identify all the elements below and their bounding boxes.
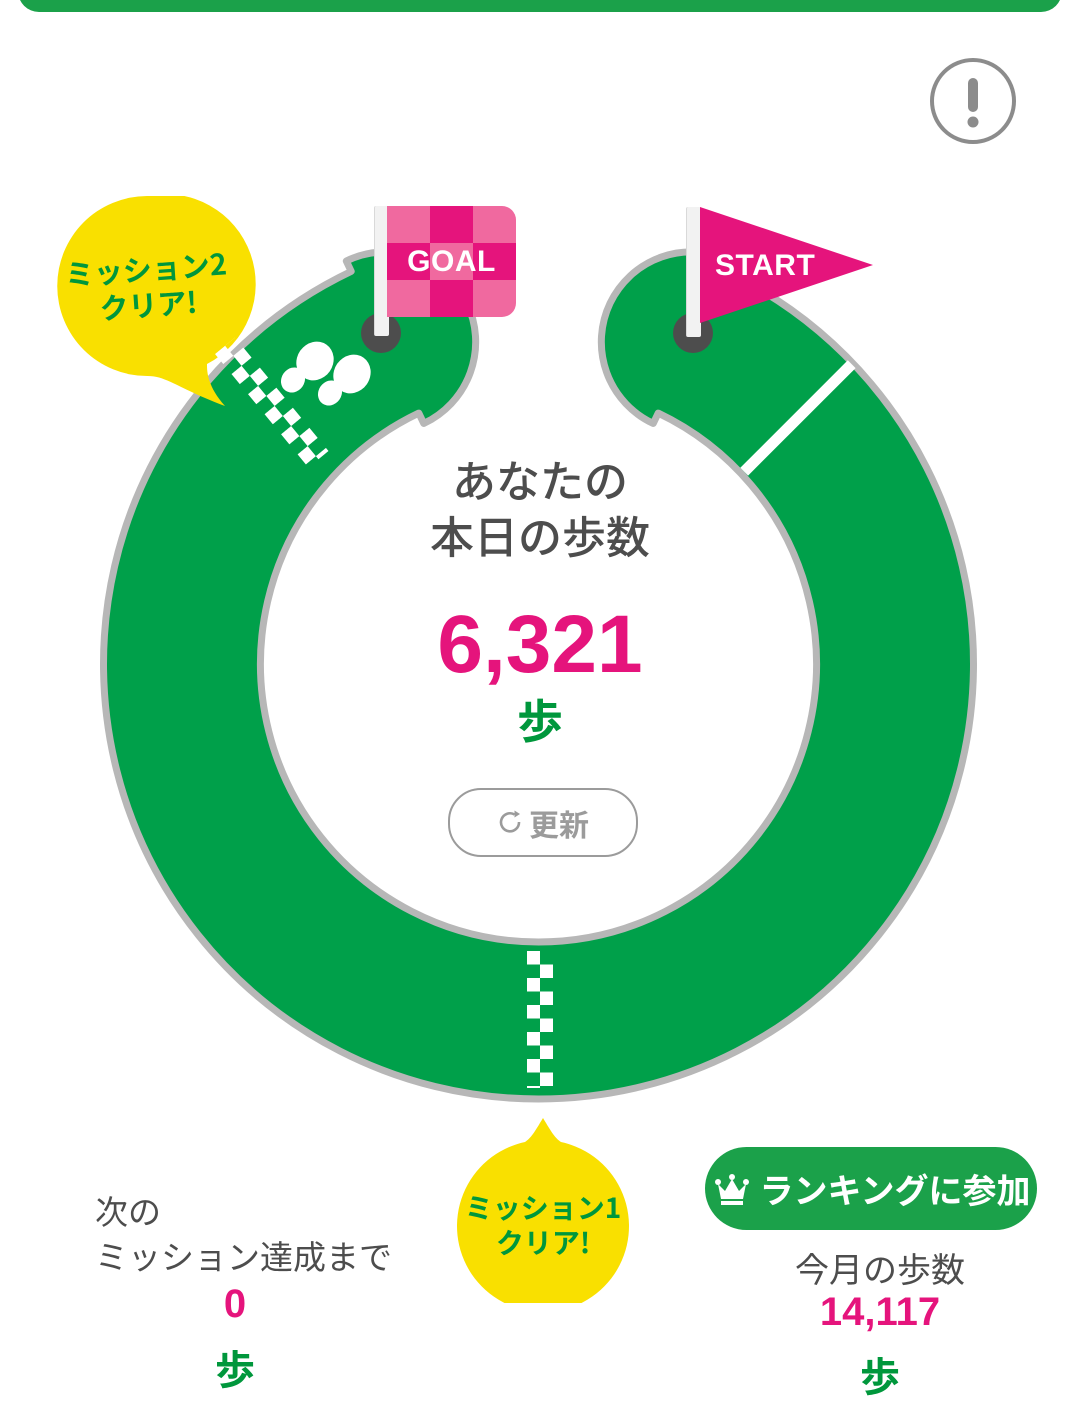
svg-text:START: START: [715, 249, 815, 282]
